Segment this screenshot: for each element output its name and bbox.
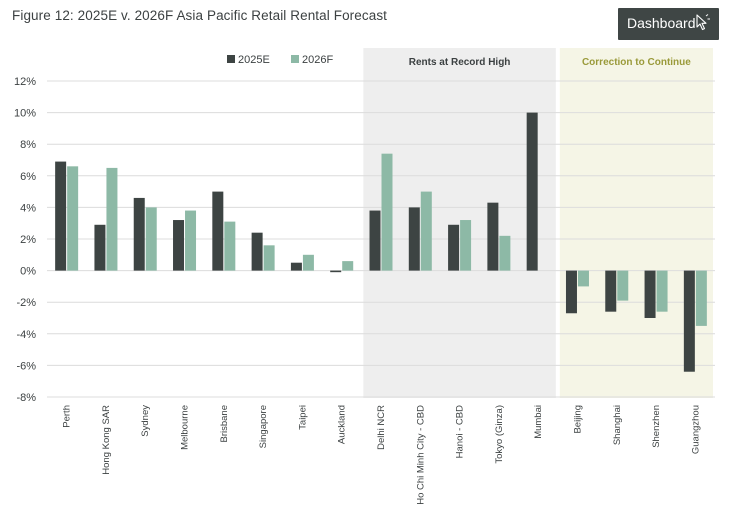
category-label: Delhi NCR <box>376 405 387 450</box>
category-label: Hanoi - CBD <box>455 405 466 458</box>
dashboard-button-label: Dashboard <box>627 15 696 31</box>
category-label: Auckland <box>337 405 348 444</box>
figure-title: Figure 12: 2025E v. 2026F Asia Pacific R… <box>12 8 388 23</box>
y-tick-label: 4% <box>20 202 36 214</box>
labels-layer: Perth Hong Kong SAR Sydney Melbourne Brisban… <box>62 405 702 505</box>
bar-2026f <box>185 210 197 271</box>
bar-2025e <box>644 270 656 318</box>
bar-2025e <box>448 224 460 271</box>
category-label: Sydney <box>140 405 151 437</box>
band-record-high <box>363 48 556 398</box>
bar-2025e <box>605 270 617 312</box>
bar-2025e <box>173 220 185 271</box>
category-label: Melbourne <box>180 405 191 450</box>
category-label: Perth <box>62 405 73 428</box>
category-label: Brisbane <box>219 405 230 443</box>
legend-label: 2026F <box>302 54 333 66</box>
band-label: Correction to Continue <box>582 57 691 68</box>
bar-2026f <box>577 270 589 287</box>
bar-2026f <box>656 270 668 312</box>
bar-2026f <box>106 167 118 271</box>
y-tick-label: 2% <box>20 234 36 246</box>
bar-2026f <box>499 235 511 271</box>
y-tick-label: 10% <box>14 108 36 120</box>
cursor-arrow-icon <box>696 14 710 31</box>
y-tick-label: 8% <box>20 139 36 151</box>
bar-2026f <box>145 207 157 271</box>
bar-2025e <box>369 210 381 271</box>
grid-layer: -8% -6% -4% -2% 0% 2% 4% 6% 8% 10% 12% <box>14 76 715 404</box>
y-tick-label: 12% <box>14 76 36 88</box>
bar-2026f <box>460 220 472 271</box>
category-label: Taipei <box>297 405 308 430</box>
bar-2025e <box>94 224 106 271</box>
bar-2025e <box>251 232 263 271</box>
y-tick-label: -6% <box>16 360 36 372</box>
bar-2026f <box>67 166 79 271</box>
y-tick-label: 6% <box>20 171 36 183</box>
bar-2025e <box>565 270 577 314</box>
dashboard-button[interactable]: Dashboard <box>618 8 719 40</box>
bar-2025e <box>683 270 695 372</box>
band-label: Rents at Record High <box>409 57 511 68</box>
bar-2026f <box>302 254 314 271</box>
bar-2025e <box>408 207 420 271</box>
category-label: Shenzhen <box>651 405 662 448</box>
bands-layer: Rents at Record High Correction to Contin… <box>363 48 713 398</box>
bar-2025e <box>133 197 145 271</box>
legend-swatch <box>291 55 299 63</box>
legend: 2025E 2026F <box>227 54 333 66</box>
y-tick-label: -2% <box>16 297 36 309</box>
category-label: Mumbai <box>533 405 544 439</box>
legend-swatch <box>227 55 235 63</box>
bar-2025e <box>330 270 342 273</box>
y-tick-label: -4% <box>16 329 36 341</box>
category-label: Singapore <box>258 405 269 448</box>
category-label: Ho Chi Minh City - CBD <box>415 405 426 505</box>
bar-2026f <box>263 245 275 271</box>
bar-2026f <box>342 261 354 271</box>
bar-2026f <box>381 153 393 271</box>
y-tick-label: -8% <box>16 392 36 404</box>
category-label: Beijing <box>572 405 583 434</box>
bar-2026f <box>695 270 707 326</box>
legend-label: 2025E <box>238 54 270 66</box>
bar-2025e <box>526 112 538 271</box>
category-label: Hong Kong SAR <box>101 405 112 475</box>
category-label: Tokyo (Ginza) <box>494 405 505 464</box>
category-label: Shanghai <box>612 405 623 445</box>
category-label: Guangzhou <box>690 405 701 454</box>
bar-2026f <box>224 221 236 271</box>
bar-2025e <box>55 161 67 271</box>
y-tick-label: 0% <box>20 266 36 278</box>
bar-2025e <box>290 262 302 271</box>
bar-2025e <box>487 202 499 271</box>
bar-2026f <box>420 191 432 271</box>
bars-layer <box>55 112 707 372</box>
bar-2026f <box>617 270 629 301</box>
bar-2025e <box>212 191 224 271</box>
